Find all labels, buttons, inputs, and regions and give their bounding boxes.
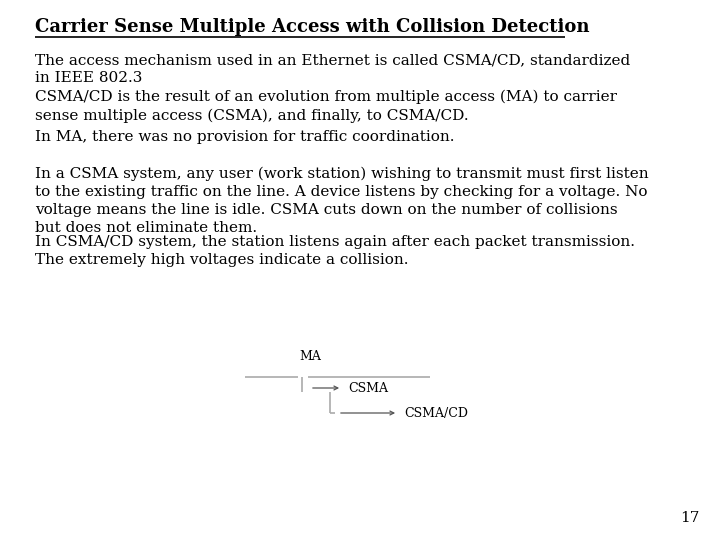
Text: CSMA/CD: CSMA/CD [404, 407, 468, 420]
Text: CSMA/CD is the result of an evolution from multiple access (MA) to carrier
sense: CSMA/CD is the result of an evolution fr… [35, 90, 617, 123]
Text: Carrier Sense Multiple Access with Collision Detection: Carrier Sense Multiple Access with Colli… [35, 18, 590, 36]
Text: CSMA: CSMA [348, 381, 388, 395]
Text: The access mechanism used in an Ethernet is called CSMA/CD, standardized
in IEEE: The access mechanism used in an Ethernet… [35, 53, 630, 85]
Text: In CSMA/CD system, the station listens again after each packet transmission.
The: In CSMA/CD system, the station listens a… [35, 235, 635, 267]
Text: In MA, there was no provision for traffic coordination.: In MA, there was no provision for traffi… [35, 130, 454, 144]
Text: 17: 17 [680, 511, 700, 525]
Text: MA: MA [299, 350, 321, 363]
Text: In a CSMA system, any user (work station) wishing to transmit must first listen
: In a CSMA system, any user (work station… [35, 167, 649, 235]
